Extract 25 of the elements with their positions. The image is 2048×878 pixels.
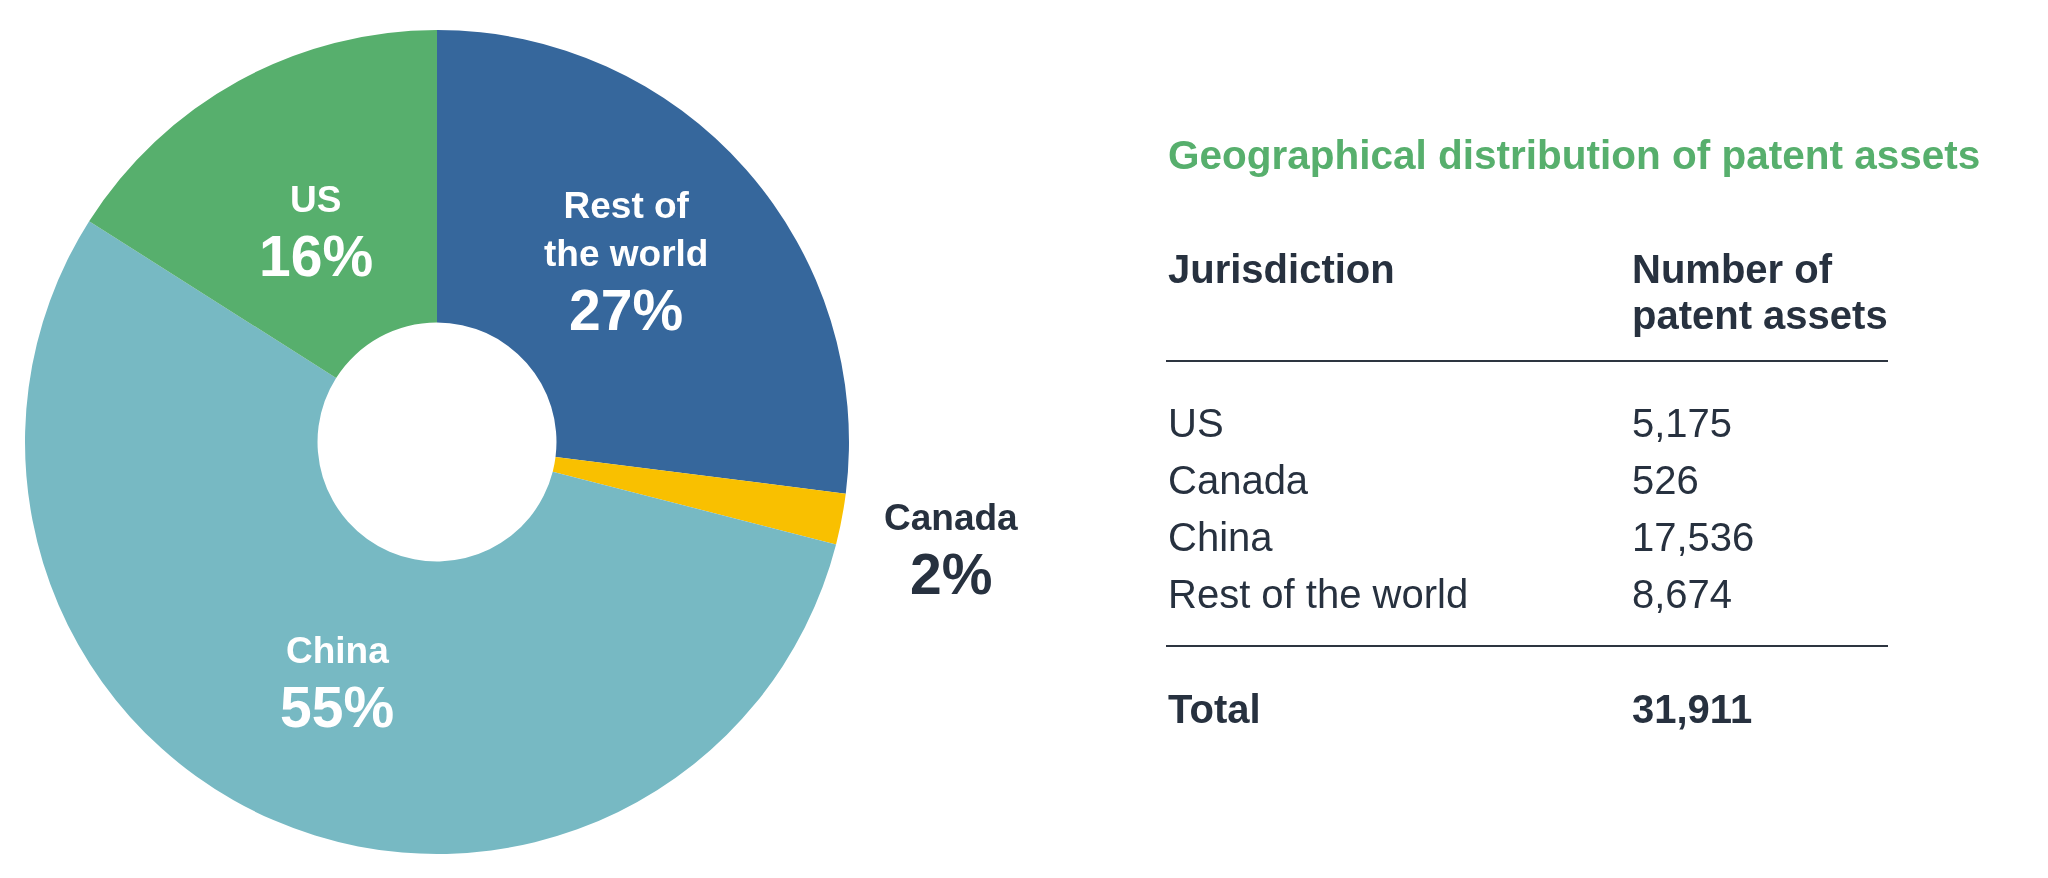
data-label: 2% <box>910 542 993 606</box>
data-label: 16% <box>259 224 374 288</box>
donut-slice <box>552 456 846 545</box>
data-label: 27% <box>569 278 684 342</box>
text: 31,911 <box>1632 687 1753 731</box>
donut-slice <box>89 30 437 378</box>
slice-label: China <box>286 630 390 671</box>
data-label: 526 <box>1632 457 1699 504</box>
text: Total <box>1168 686 1261 732</box>
slice-label: Rest of the world <box>544 185 709 275</box>
category-label: China <box>1168 514 1273 561</box>
slice-label: US <box>290 179 342 220</box>
data-label: 8,674 <box>1632 571 1733 618</box>
donut-slice <box>437 30 849 494</box>
text: Jurisdiction <box>1168 246 1395 292</box>
category-label: US <box>1168 400 1224 447</box>
donut-slice <box>25 221 837 854</box>
slice-label: Canada <box>884 497 1019 538</box>
text: Geographical distribution of patent assets <box>1168 132 1981 178</box>
data-label: 5,175 <box>1632 400 1733 447</box>
data-label: 55% <box>280 675 395 739</box>
text: Number of patent assets <box>1632 246 1889 338</box>
data-label: 17,536 <box>1632 514 1755 561</box>
category-label: Canada <box>1168 457 1309 504</box>
category-label: Rest of the world <box>1168 571 1469 618</box>
